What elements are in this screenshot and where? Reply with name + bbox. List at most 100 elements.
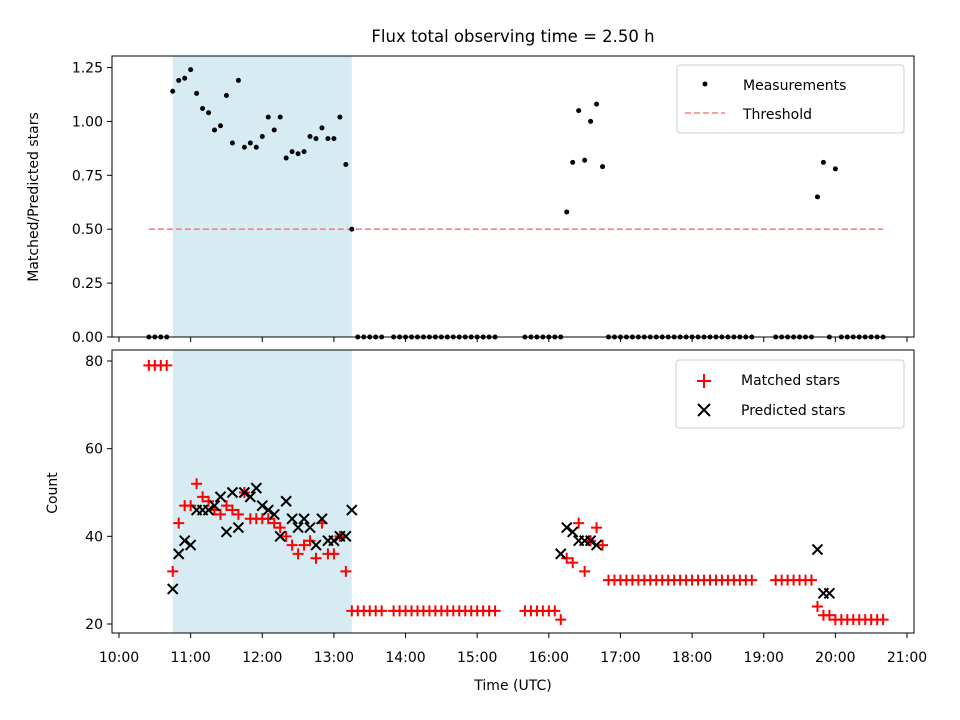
matched-star-point bbox=[567, 557, 579, 569]
x-tick-label: 12:00 bbox=[242, 650, 282, 666]
predicted-star-point bbox=[214, 491, 227, 503]
bottom-legend-box bbox=[675, 359, 905, 429]
measurement-point bbox=[182, 75, 188, 81]
bottom-y-tick-label: 40 bbox=[85, 529, 103, 545]
matched-star-point bbox=[561, 552, 573, 564]
predicted-star-point bbox=[184, 539, 197, 551]
top-y-tick-label: 0.25 bbox=[72, 276, 103, 292]
predicted-star-point bbox=[298, 513, 310, 525]
measurement-point bbox=[814, 194, 820, 200]
predicted-star-point bbox=[202, 504, 215, 516]
predicted-star-point bbox=[226, 486, 239, 499]
top-x-ticks bbox=[118, 337, 908, 342]
predicted-stars-points bbox=[167, 482, 836, 600]
top-y-tick-label: 1.00 bbox=[72, 114, 103, 130]
predicted-star-point bbox=[172, 548, 185, 560]
predicted-star-point bbox=[274, 530, 286, 543]
measurements-legend-label: Measurements bbox=[743, 78, 846, 94]
bottom-x-ticks: 10:00 11:00 12:00 13:00 14:00 15:00 16:00 17:00… bbox=[99, 633, 927, 666]
bottom-y-tick-label: 60 bbox=[85, 442, 103, 458]
matched-stars-points bbox=[143, 359, 889, 626]
matched-star-point bbox=[226, 504, 238, 516]
predicted-star-point bbox=[561, 521, 573, 534]
predicted-star-point bbox=[555, 548, 567, 560]
matched-star-point bbox=[746, 574, 758, 586]
matched-star-point bbox=[232, 508, 244, 520]
measurement-point bbox=[820, 159, 826, 165]
top-y-axis-label: Matched/Predicted stars bbox=[26, 112, 42, 282]
predicted-star-point bbox=[304, 521, 316, 534]
predicted-star-point bbox=[178, 535, 191, 547]
predicted-star-point bbox=[823, 587, 836, 600]
x-tick-label: 11:00 bbox=[170, 650, 210, 666]
matched-star-point bbox=[877, 614, 889, 626]
x-tick-label: 14:00 bbox=[385, 650, 425, 666]
predicted-star-point bbox=[310, 539, 322, 551]
matched-legend-label: Matched stars bbox=[741, 373, 840, 389]
measurement-point bbox=[343, 162, 349, 168]
bottom-y-tick-label: 20 bbox=[85, 617, 103, 633]
measurement-point bbox=[247, 140, 253, 146]
predicted-star-point bbox=[250, 482, 263, 494]
predicted-star-point bbox=[566, 526, 579, 538]
x-tick-label: 18:00 bbox=[672, 650, 712, 666]
matched-star-point bbox=[286, 539, 298, 551]
matched-star-point bbox=[185, 500, 197, 512]
top-panel: 0.00 0.25 0.50 0.75 1.00 1.25 Flux total obse… bbox=[26, 27, 915, 346]
measurement-point bbox=[212, 127, 218, 133]
matched-star-point bbox=[573, 517, 585, 529]
matched-star-point bbox=[328, 548, 340, 560]
predicted-star-point bbox=[811, 543, 824, 556]
predicted-star-point bbox=[220, 526, 233, 538]
matched-star-point bbox=[173, 517, 185, 529]
matched-star-point bbox=[823, 609, 835, 621]
x-tick-label: 17:00 bbox=[600, 650, 640, 666]
x-tick-label: 20:00 bbox=[815, 650, 855, 666]
measurement-point bbox=[206, 110, 212, 116]
measurement-point bbox=[576, 108, 582, 114]
matched-star-point bbox=[274, 522, 286, 534]
measurement-point bbox=[235, 77, 241, 83]
matched-star-point bbox=[340, 565, 352, 577]
matched-star-point bbox=[597, 539, 609, 551]
matched-star-point bbox=[310, 552, 322, 564]
predicted-star-point bbox=[268, 508, 280, 521]
measurements-legend-marker bbox=[702, 81, 708, 87]
measurement-point bbox=[223, 93, 229, 99]
matched-star-point bbox=[555, 614, 567, 626]
measurement-point bbox=[241, 144, 247, 150]
matched-star-point bbox=[489, 605, 501, 617]
matched-star-point bbox=[376, 605, 388, 617]
measurement-point bbox=[229, 140, 235, 146]
measurements-points bbox=[146, 67, 886, 340]
predicted-star-point bbox=[590, 539, 603, 551]
measurement-point bbox=[570, 159, 576, 165]
predicted-star-point bbox=[286, 513, 298, 525]
matched-star-point bbox=[268, 517, 280, 529]
bottom-y-axis-label: Count bbox=[45, 472, 61, 514]
matched-star-point bbox=[805, 574, 817, 586]
measurement-point bbox=[265, 114, 271, 120]
matched-star-point bbox=[811, 600, 823, 612]
predicted-star-point bbox=[238, 486, 251, 499]
measurement-point bbox=[289, 149, 295, 155]
matched-star-point bbox=[579, 565, 591, 577]
bottom-legend: Matched stars Predicted stars bbox=[675, 359, 905, 429]
x-axis-label: Time (UTC) bbox=[473, 678, 551, 694]
matched-star-point bbox=[161, 359, 173, 371]
matched-star-point bbox=[191, 478, 203, 490]
predicted-star-point bbox=[244, 491, 257, 503]
predicted-star-point bbox=[340, 530, 352, 543]
measurement-point bbox=[301, 149, 307, 155]
matched-star-point bbox=[304, 535, 316, 547]
measurement-point bbox=[337, 114, 343, 120]
top-y-ticks: 0.00 0.25 0.50 0.75 1.00 1.25 bbox=[72, 61, 112, 346]
predicted-legend-label: Predicted stars bbox=[741, 403, 846, 419]
matched-star-point bbox=[262, 513, 274, 525]
matched-star-point bbox=[220, 500, 232, 512]
matched-star-point bbox=[203, 495, 215, 507]
predicted-star-point bbox=[584, 535, 597, 547]
measurement-point bbox=[217, 123, 223, 129]
